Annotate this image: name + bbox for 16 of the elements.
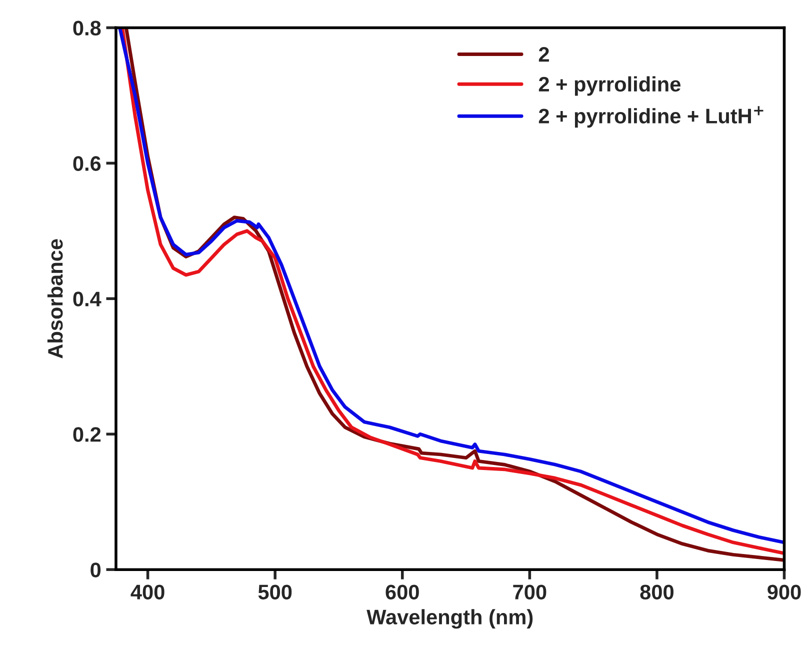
legend-label: 2 + pyrrolidine <box>538 76 680 96</box>
y-axis-title: Absorbance <box>47 239 63 358</box>
x-tick-label: 600 <box>386 584 419 600</box>
x-tick-label: 900 <box>768 584 801 600</box>
y-tick-label: 0.2 <box>73 427 101 442</box>
x-tick-label: 500 <box>258 584 292 600</box>
y-tick-label: 0 <box>90 562 101 578</box>
x-tick-label: 400 <box>130 584 164 600</box>
legend-label: 2 <box>538 47 549 62</box>
x-axis-title: Wavelength (nm) <box>366 609 533 629</box>
legend-label: 2 + pyrrolidine + LutH$^{+}$ <box>538 106 764 128</box>
x-tick-label: 800 <box>640 584 674 600</box>
x-tick-label: 700 <box>513 584 546 600</box>
y-tick-label: 0.4 <box>73 292 102 306</box>
y-tick-label: 0.6 <box>73 156 101 171</box>
y-tick-label: 0.8 <box>73 20 101 36</box>
